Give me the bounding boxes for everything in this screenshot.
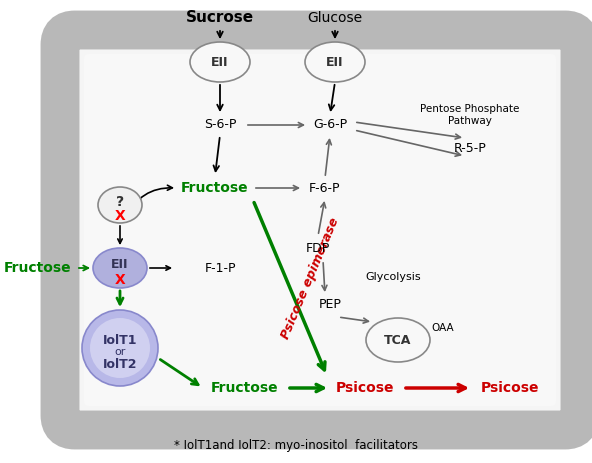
Text: IolT2: IolT2 — [103, 357, 137, 370]
Text: Glycolysis: Glycolysis — [365, 272, 421, 282]
Text: EII: EII — [111, 258, 128, 271]
Ellipse shape — [90, 318, 150, 378]
Text: EII: EII — [211, 56, 229, 69]
Text: Pentose Phosphate
Pathway: Pentose Phosphate Pathway — [420, 104, 520, 126]
Text: F-1-P: F-1-P — [205, 262, 236, 275]
Ellipse shape — [98, 187, 142, 223]
Text: Psicose: Psicose — [481, 381, 539, 395]
Text: OAA: OAA — [432, 323, 454, 333]
Text: Glucose: Glucose — [307, 11, 362, 25]
FancyBboxPatch shape — [84, 54, 556, 406]
Text: S-6-P: S-6-P — [204, 119, 236, 131]
Text: X: X — [115, 273, 126, 287]
Ellipse shape — [366, 318, 430, 362]
Text: TCA: TCA — [384, 333, 411, 346]
Text: EII: EII — [326, 56, 344, 69]
Ellipse shape — [305, 42, 365, 82]
Text: or: or — [114, 347, 126, 357]
Text: PEP: PEP — [318, 299, 342, 312]
Text: R-5-P: R-5-P — [453, 142, 487, 155]
Text: Sucrose: Sucrose — [186, 11, 254, 25]
Ellipse shape — [190, 42, 250, 82]
Text: Fructose: Fructose — [4, 261, 72, 275]
Text: IolT1: IolT1 — [103, 333, 137, 346]
Text: ?: ? — [116, 195, 124, 209]
Text: Psicose epimerase: Psicose epimerase — [279, 215, 341, 341]
Text: F-6-P: F-6-P — [309, 181, 341, 194]
Text: Psicose: Psicose — [336, 381, 394, 395]
Text: * IolT1and IolT2: myo-inositol  facilitators: * IolT1and IolT2: myo-inositol facilitat… — [174, 438, 418, 451]
Text: Fructose: Fructose — [181, 181, 249, 195]
Text: G-6-P: G-6-P — [313, 119, 347, 131]
Text: FDP: FDP — [306, 242, 330, 255]
Ellipse shape — [93, 248, 147, 288]
FancyBboxPatch shape — [60, 30, 580, 430]
Text: X: X — [115, 209, 126, 223]
Ellipse shape — [82, 310, 158, 386]
Text: Fructose: Fructose — [211, 381, 279, 395]
